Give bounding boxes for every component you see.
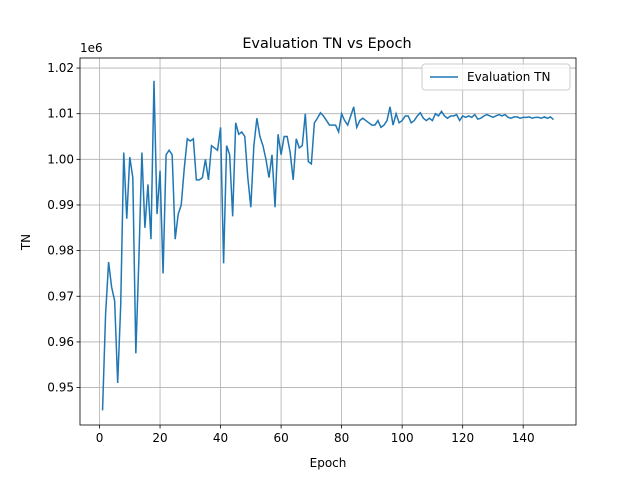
x-tick-label: 80 <box>334 431 349 445</box>
y-tick-label: 1.01 <box>47 107 74 121</box>
legend-label: Evaluation TN <box>467 70 550 84</box>
x-tick-label: 20 <box>152 431 167 445</box>
y-tick-label: 0.99 <box>47 198 74 212</box>
y-tick-label: 0.98 <box>47 244 74 258</box>
x-tick-label: 40 <box>213 431 228 445</box>
y-tick-label: 1.02 <box>47 61 74 75</box>
legend-box <box>421 63 571 91</box>
y-tick-label: 0.97 <box>47 289 74 303</box>
x-tick-label: 140 <box>512 431 535 445</box>
x-tick-label: 120 <box>451 431 474 445</box>
y-tick-label: 0.96 <box>47 335 74 349</box>
x-axis-label: Epoch <box>310 456 347 470</box>
x-tick-label: 60 <box>273 431 288 445</box>
y-axis-label: TN <box>19 234 33 251</box>
chart-title: Evaluation TN vs Epoch <box>242 36 411 52</box>
y-offset-label: 1e6 <box>80 41 103 55</box>
y-tick-label: 0.95 <box>47 381 74 395</box>
y-tick-label: 1.00 <box>47 152 74 166</box>
x-tick-label: 100 <box>391 431 414 445</box>
plot-frame <box>79 57 577 426</box>
x-tick-label: 0 <box>96 431 104 445</box>
data-line <box>101 80 554 411</box>
